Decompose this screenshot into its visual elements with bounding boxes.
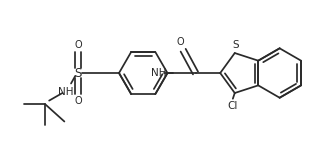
Text: S: S [232,40,239,50]
Text: NH: NH [151,68,166,78]
Text: NH: NH [58,87,73,97]
Text: O: O [74,96,82,106]
Text: Cl: Cl [228,101,238,111]
Text: O: O [176,37,184,47]
Text: S: S [74,67,82,80]
Text: O: O [74,40,82,50]
